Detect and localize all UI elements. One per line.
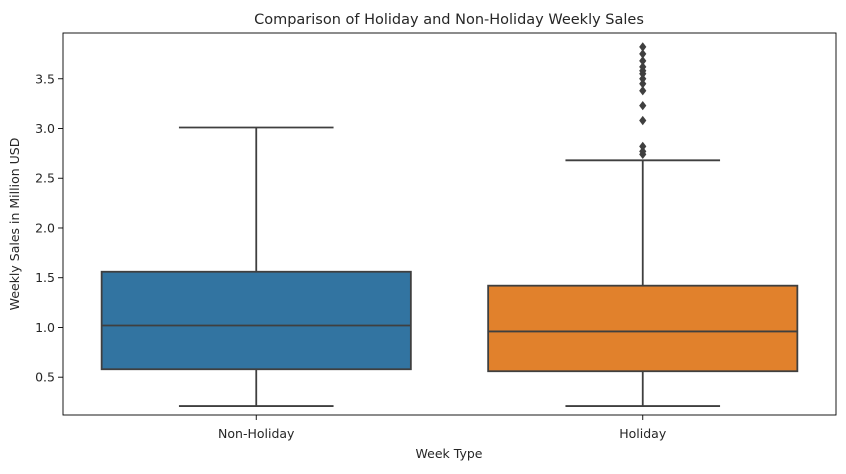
outlier-point: [639, 74, 647, 84]
axes-frame: [62, 32, 837, 416]
y-axis: 0.5 1.0 1.5 2.0 2.5 3.0 3.5: [35, 71, 63, 385]
x-axis: Non-Holiday Holiday: [218, 415, 667, 441]
outlier-point: [639, 79, 647, 89]
outlier-point: [639, 56, 647, 66]
outlier-point: [639, 62, 647, 72]
y-tick-label: 3.5: [35, 71, 55, 86]
outlier-point: [639, 115, 647, 126]
box-group: [487, 42, 799, 407]
outlier-point: [639, 49, 647, 59]
x-tick-label: Holiday: [619, 426, 667, 441]
box-group: [100, 126, 412, 407]
y-tick-label: 1.0: [35, 320, 55, 335]
outlier-point: [639, 141, 647, 152]
plot-area: [100, 42, 799, 407]
y-tick-label: 2.0: [35, 220, 55, 235]
y-axis-label: Weekly Sales in Million USD: [7, 138, 22, 311]
outlier-point: [639, 42, 647, 52]
y-tick-label: 0.5: [35, 370, 55, 385]
chart-title: Comparison of Holiday and Non-Holiday We…: [254, 12, 644, 28]
y-tick-label: 2.5: [35, 171, 55, 186]
x-tick-label: Non-Holiday: [218, 426, 295, 441]
y-tick-label: 1.5: [35, 270, 55, 285]
iqr-box: [100, 270, 412, 371]
x-axis-label: Week Type: [416, 446, 483, 461]
outlier-point: [639, 146, 647, 157]
outlier-point: [639, 86, 647, 96]
y-tick-label: 3.0: [35, 121, 55, 136]
outlier-point: [639, 100, 647, 111]
iqr-box: [487, 284, 799, 373]
